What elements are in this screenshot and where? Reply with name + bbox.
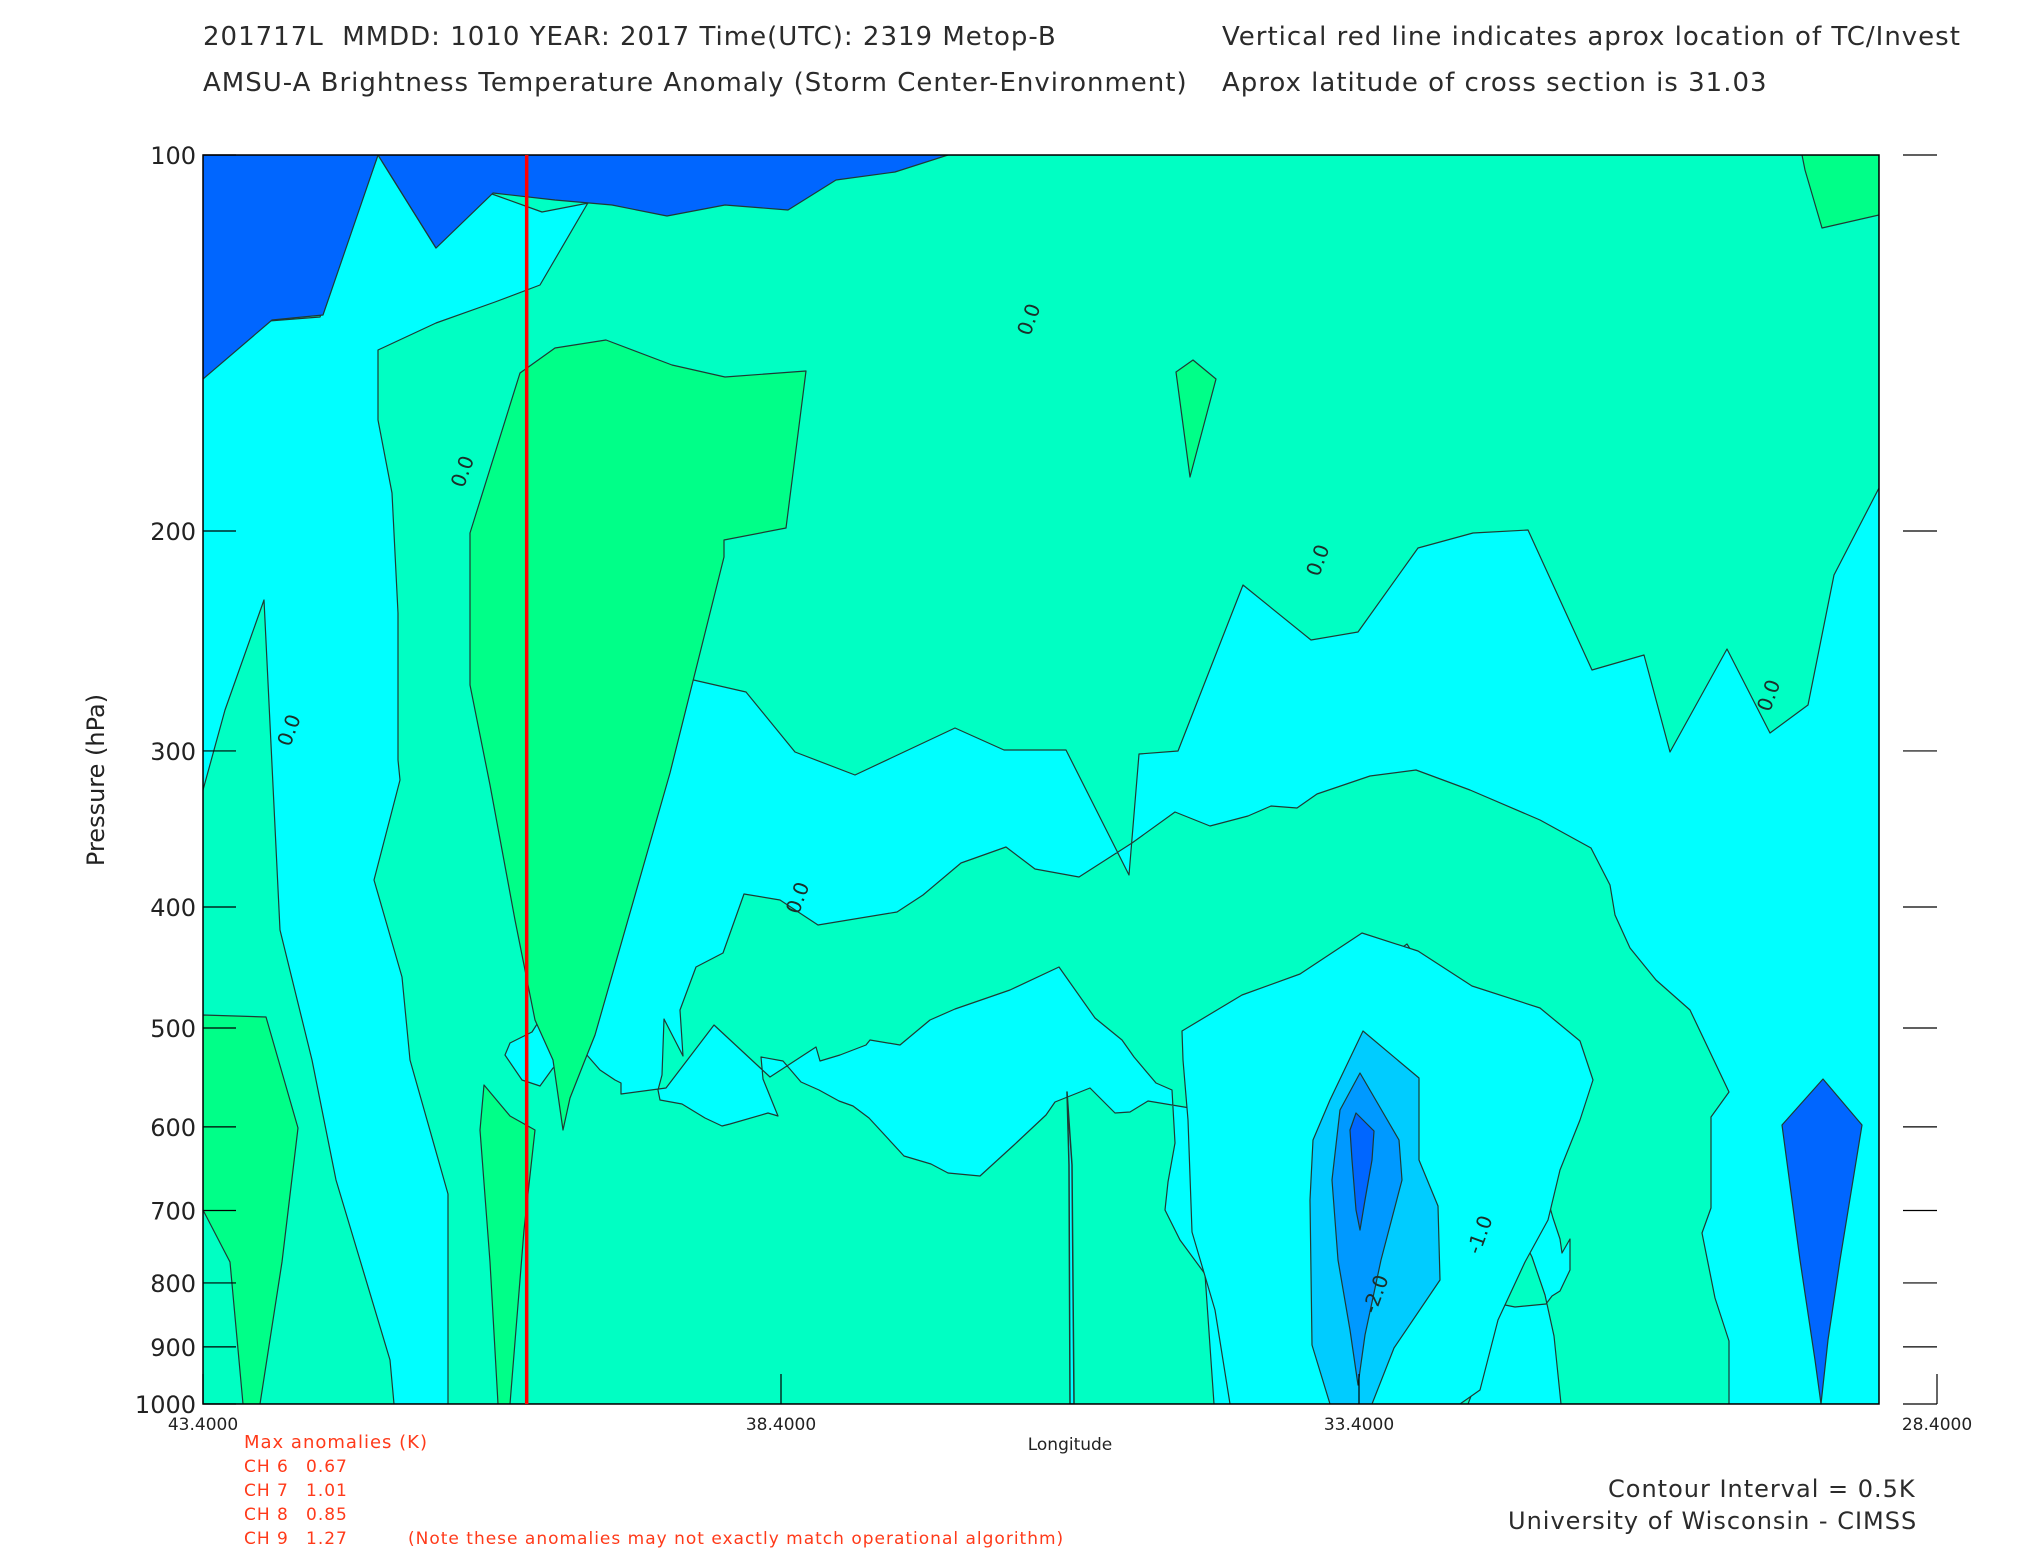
header-title-line1: 201717L MMDD: 1010 YEAR: 2017 Time(UTC):…	[203, 22, 1057, 52]
x-tick-label: 33.4000	[1324, 1415, 1394, 1435]
channel-label: CH 7	[244, 1481, 289, 1501]
region-neg-storm-mid	[1331, 1072, 1403, 1386]
y-axis-ticks: 100 200 300 400 500 600 700 800 900 1000	[135, 142, 1937, 1419]
y-tick-label: 400	[150, 894, 196, 922]
channel-value: 1.01	[306, 1481, 348, 1501]
x-tick-label: 38.4000	[746, 1415, 816, 1435]
contour-labels: 0.00.00.00.00.00.0-1.0-2.0	[272, 300, 1785, 1316]
region-neg-top-left	[203, 155, 379, 380]
y-tick-label: 200	[150, 518, 196, 546]
channel-value: 0.67	[306, 1457, 348, 1477]
y-tick-label: 600	[150, 1114, 196, 1142]
y-tick-label: 100	[150, 142, 196, 170]
max-anomalies-title: Max anomalies (K)	[244, 1432, 428, 1453]
region-neg-right-spike	[1781, 1078, 1863, 1404]
channel-value: 0.85	[306, 1505, 348, 1525]
y-tick-label: 700	[150, 1198, 196, 1226]
header-note-line2: Aprox latitude of cross section is 31.03	[1222, 68, 1768, 98]
header-note-line1: Vertical red line indicates aprox locati…	[1222, 22, 1961, 52]
x-tick-label: 28.4000	[1902, 1415, 1972, 1435]
region-neg-storm-core	[1349, 1112, 1375, 1231]
region-warm-left-column	[203, 1014, 299, 1404]
region-warm-mid-column	[479, 1084, 536, 1404]
y-tick-label: 1000	[135, 1391, 196, 1419]
credit: University of Wisconsin - CIMSS	[1508, 1507, 1918, 1535]
x-axis-ticks: 43.4000 38.4000 33.4000 28.4000	[168, 1374, 1972, 1435]
x-tick-label: 43.4000	[168, 1415, 238, 1435]
channel-label: CH 6	[244, 1457, 289, 1477]
channel-value: 1.27	[306, 1529, 348, 1549]
region-warm-core	[469, 339, 807, 1131]
region-warm-small-upper	[1175, 359, 1217, 478]
channel-label: CH 8	[244, 1505, 289, 1525]
y-axis-label: Pressure (hPa)	[82, 694, 110, 866]
region-tiny-cyan	[1066, 1091, 1075, 1404]
region-warm-top-right	[1801, 155, 1879, 229]
y-tick-label: 900	[150, 1334, 196, 1362]
anomaly-note: (Note these anomalies may not exactly ma…	[408, 1529, 1065, 1549]
region-neg-top-mid	[377, 155, 949, 249]
plot-frame	[202, 154, 1880, 1405]
channel-label: CH 9	[244, 1529, 289, 1549]
y-tick-label: 500	[150, 1015, 196, 1043]
x-axis-label: Longitude	[1028, 1435, 1113, 1455]
y-tick-label: 800	[150, 1270, 196, 1298]
header-title-line2: AMSU-A Brightness Temperature Anomaly (S…	[203, 68, 1188, 98]
y-tick-label: 300	[150, 738, 196, 766]
contour-interval: Contour Interval = 0.5K	[1608, 1475, 1916, 1503]
region-cyan-left	[203, 155, 791, 1404]
